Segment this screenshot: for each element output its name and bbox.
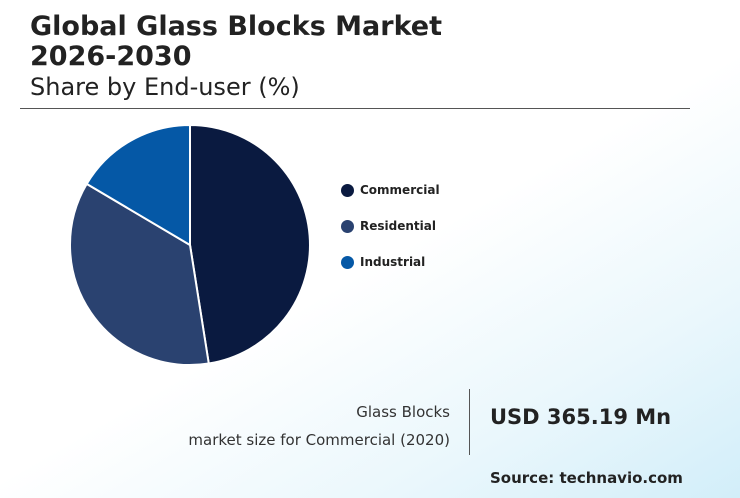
legend-label-commercial: Commercial xyxy=(360,183,440,197)
legend-item-residential: Residential xyxy=(341,208,440,244)
market-size-label-line-1: Glass Blocks xyxy=(356,403,450,421)
legend: Commercial Residential Industrial xyxy=(341,172,440,280)
legend-label-industrial: Industrial xyxy=(360,255,426,269)
source-credit: Source: technavio.com xyxy=(490,469,683,487)
market-size-label: Glass Blocks market size for Commercial … xyxy=(188,398,450,454)
legend-item-industrial: Industrial xyxy=(341,244,440,280)
chart-title: Global Glass Blocks Market 2026-2030 xyxy=(30,12,442,72)
title-line-2: 2026-2030 xyxy=(30,41,192,72)
market-size-divider xyxy=(469,389,470,455)
legend-swatch-industrial xyxy=(341,255,354,269)
pie-chart xyxy=(69,123,311,366)
legend-item-commercial: Commercial xyxy=(341,172,440,208)
market-size-value: USD 365.19 Mn xyxy=(490,405,672,429)
chart-subtitle: Share by End-user (%) xyxy=(30,73,300,101)
header-divider xyxy=(20,108,690,109)
pie-slice-commercial xyxy=(189,123,311,365)
title-line-1: Global Glass Blocks Market xyxy=(30,11,443,42)
legend-swatch-commercial xyxy=(341,183,354,197)
pie-slice-industrial xyxy=(85,123,191,247)
pie-slice-residential xyxy=(69,182,210,366)
legend-swatch-residential xyxy=(341,219,354,233)
market-size-label-line-2: market size for Commercial (2020) xyxy=(188,431,450,449)
legend-label-residential: Residential xyxy=(360,219,436,233)
